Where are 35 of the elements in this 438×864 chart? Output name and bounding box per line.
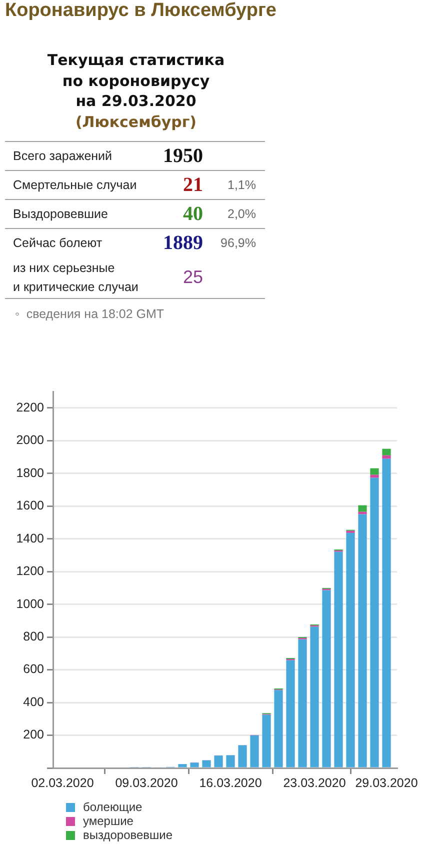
text: ◦ сведения на 18:02 GMT <box>15 307 164 321</box>
category-label: Сейчас болеют <box>12 234 104 252</box>
y-tick-label: 2200 <box>16 400 44 414</box>
y-tick-label: 1200 <box>16 564 44 578</box>
category-label: из них серьезные и критические случаи <box>5 257 141 298</box>
data-label: 1950 <box>163 144 203 166</box>
y-tick-label: 1800 <box>16 466 44 480</box>
data-label: 2,0% <box>228 207 256 221</box>
data-label: 25 <box>182 267 203 287</box>
legend-label: болеющие <box>83 800 142 814</box>
y-tick-label: 600 <box>23 662 44 676</box>
text: Коронавирус в Люксембурге <box>5 0 276 22</box>
data-label: 40 <box>183 202 203 224</box>
y-tick-label: 1000 <box>16 596 44 611</box>
y-tick-label: 2000 <box>16 433 44 448</box>
data-label: 1,1% <box>228 178 256 192</box>
data-label: 96,9% <box>220 236 256 250</box>
x-tick-label: 09.03.2020 <box>115 776 178 790</box>
category-label: Выздоровевшие <box>5 200 141 228</box>
y-tick-label: 200 <box>23 728 44 742</box>
y-tick-label: 1400 <box>16 531 44 546</box>
category-label: Смертельные случаи <box>5 170 141 200</box>
x-tick-label: 23.03.2020 <box>283 776 346 790</box>
text: Текущая статистика по короновирусу на 29.03.2020 (Люксембург) <box>46 50 226 132</box>
category-label: Всего заражений <box>5 142 141 170</box>
y-tick-label: 1600 <box>16 498 44 513</box>
x-tick-label: 02.03.2020 <box>31 776 94 790</box>
y-tick-label: 400 <box>23 694 44 709</box>
legend-label: умершие <box>83 814 134 828</box>
legend-label: выздоровевшие <box>83 828 173 842</box>
data-label: 1889 <box>163 232 203 254</box>
data-label: 21 <box>183 174 203 196</box>
y-tick-label: 800 <box>23 629 44 644</box>
x-tick-label: 16.03.2020 <box>199 776 262 790</box>
x-tick-label: 29.03.2020 <box>355 776 418 790</box>
